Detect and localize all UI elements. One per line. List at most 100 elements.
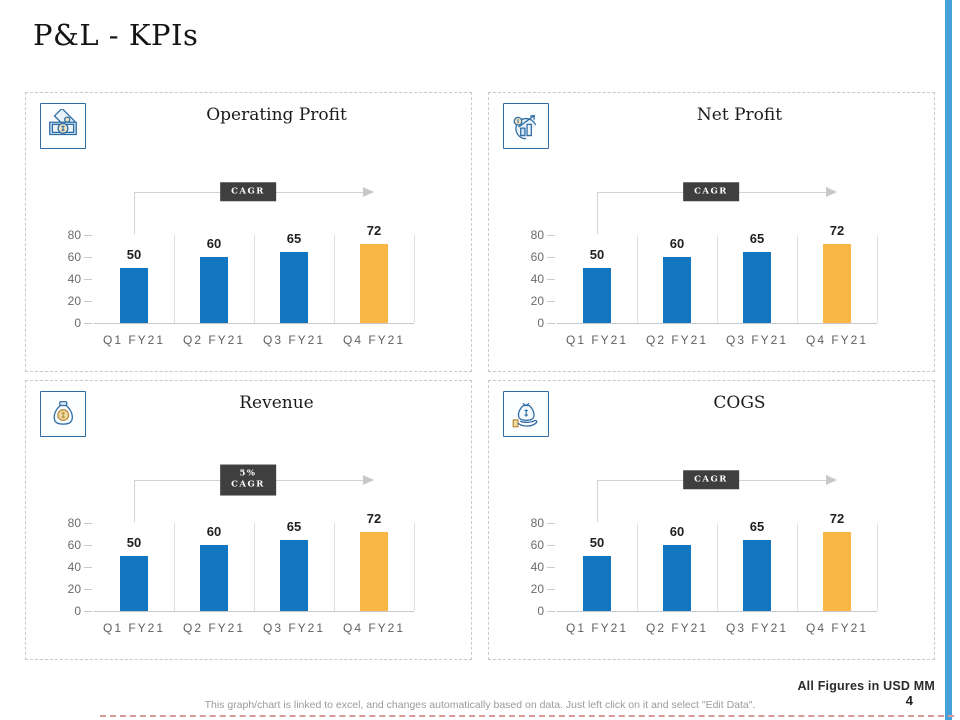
cagr-badge-text: CAGR	[694, 474, 728, 485]
money-bills-icon	[40, 103, 86, 149]
bar[interactable]	[360, 243, 388, 323]
y-axis-tick	[547, 235, 555, 236]
bar[interactable]	[663, 545, 691, 611]
x-axis-label: Q2 FY21	[182, 333, 246, 347]
category-gridline	[797, 235, 798, 323]
bar[interactable]	[280, 539, 308, 611]
x-axis-line	[557, 323, 877, 324]
bar-value-label: 72	[829, 510, 845, 526]
y-axis-tick	[547, 323, 555, 324]
bar[interactable]	[743, 251, 771, 323]
y-axis-tick	[84, 235, 92, 236]
arrow-right-icon	[363, 475, 374, 485]
y-axis-label: 40	[530, 560, 544, 574]
y-axis-label: 0	[74, 604, 81, 618]
x-axis-label: Q4 FY21	[805, 333, 869, 347]
y-axis-tick	[547, 567, 555, 568]
y-axis-label: 60	[67, 538, 81, 552]
y-axis-tick	[84, 611, 92, 612]
x-axis-label: Q4 FY21	[342, 621, 406, 635]
x-axis-label: Q2 FY21	[645, 621, 709, 635]
x-axis-line	[557, 611, 877, 612]
y-axis-tick	[84, 589, 92, 590]
y-axis-tick	[547, 279, 555, 280]
icon-glyph	[49, 109, 77, 136]
figures-note: All Figures in USD MM	[797, 679, 935, 693]
bar-value-label: 60	[206, 236, 222, 251]
category-gridline	[637, 523, 638, 611]
y-axis-label: 80	[67, 516, 81, 530]
category-gridline	[334, 523, 335, 611]
y-axis-label: 60	[530, 250, 544, 264]
bar[interactable]	[120, 268, 148, 323]
cagr-badge: CAGR	[220, 182, 276, 202]
kpi-card[interactable]: Net Profit CAGR 80 60 40 20 0 50 Q1 FY21 60 Q2 F…	[488, 92, 935, 372]
category-gridline	[797, 523, 798, 611]
bar-value-label: 72	[829, 222, 845, 238]
category-gridline	[174, 235, 175, 323]
y-axis-label: 40	[67, 560, 81, 574]
money-bag-icon	[40, 391, 86, 437]
y-axis-label: 0	[74, 316, 81, 330]
x-axis-label: Q1 FY21	[565, 333, 629, 347]
bar-value-label: 60	[669, 524, 685, 539]
bar[interactable]	[360, 531, 388, 611]
y-axis-tick	[84, 301, 92, 302]
kpi-card[interactable]: Revenue 5% CAGR 80 60 40 20 0 50 Q1 FY21 60 Q2 FY…	[25, 380, 472, 660]
category-gridline	[174, 523, 175, 611]
y-axis-label: 60	[67, 250, 81, 264]
y-axis-tick	[547, 523, 555, 524]
x-axis-label: Q1 FY21	[565, 621, 629, 635]
y-axis-label: 20	[530, 294, 544, 308]
bar[interactable]	[120, 556, 148, 611]
y-axis-tick	[547, 589, 555, 590]
chart-title: Net Profit	[696, 105, 783, 125]
bar[interactable]	[743, 539, 771, 611]
category-gridline	[717, 523, 718, 611]
y-axis-label: 0	[537, 604, 544, 618]
kpi-card[interactable]: Operating Profit CAGR 80 60 40 20 0 50 Q1 FY21…	[25, 92, 472, 372]
bar[interactable]	[200, 257, 228, 323]
page-number: 4	[905, 693, 913, 708]
page-title: P&L - KPIs	[33, 18, 199, 52]
bar-value-label: 50	[589, 247, 605, 262]
y-axis-label: 80	[530, 516, 544, 530]
bar[interactable]	[200, 545, 228, 611]
x-axis-label: Q4 FY21	[805, 621, 869, 635]
bar-value-label: 50	[126, 535, 142, 550]
category-gridline	[254, 523, 255, 611]
y-axis-tick	[547, 257, 555, 258]
bar[interactable]	[823, 243, 851, 323]
bar[interactable]	[280, 251, 308, 323]
category-gridline	[877, 523, 878, 611]
bar-value-label: 50	[589, 535, 605, 550]
y-axis-tick	[547, 301, 555, 302]
x-axis-line	[94, 323, 414, 324]
x-axis-label: Q2 FY21	[645, 333, 709, 347]
bar-value-label: 50	[126, 247, 142, 262]
y-axis-label: 20	[67, 294, 81, 308]
category-gridline	[717, 235, 718, 323]
cagr-connector-vertical	[134, 192, 135, 234]
bar-value-label: 60	[206, 524, 222, 539]
bar[interactable]	[663, 257, 691, 323]
category-gridline	[877, 235, 878, 323]
category-gridline	[637, 235, 638, 323]
bar[interactable]	[583, 556, 611, 611]
bar-value-label: 65	[286, 518, 302, 534]
y-axis-tick	[547, 611, 555, 612]
category-gridline	[254, 235, 255, 323]
kpi-card[interactable]: COGS CAGR 80 60 40 20 0 50 Q1 FY21 60 Q2 FY21 65 Q…	[488, 380, 935, 660]
chart-title: Operating Profit	[206, 105, 347, 125]
x-axis-label: Q3 FY21	[262, 333, 326, 347]
y-axis-label: 40	[530, 272, 544, 286]
bar[interactable]	[583, 268, 611, 323]
y-axis-label: 80	[67, 228, 81, 242]
bar[interactable]	[823, 531, 851, 611]
y-axis-label: 20	[67, 582, 81, 596]
cagr-connector-vertical	[597, 480, 598, 522]
y-axis-label: 20	[530, 582, 544, 596]
bar-value-label: 65	[749, 230, 765, 246]
bar-value-label: 60	[669, 236, 685, 251]
kpi-grid: Operating Profit CAGR 80 60 40 20 0 50 Q1 FY21…	[25, 92, 935, 660]
